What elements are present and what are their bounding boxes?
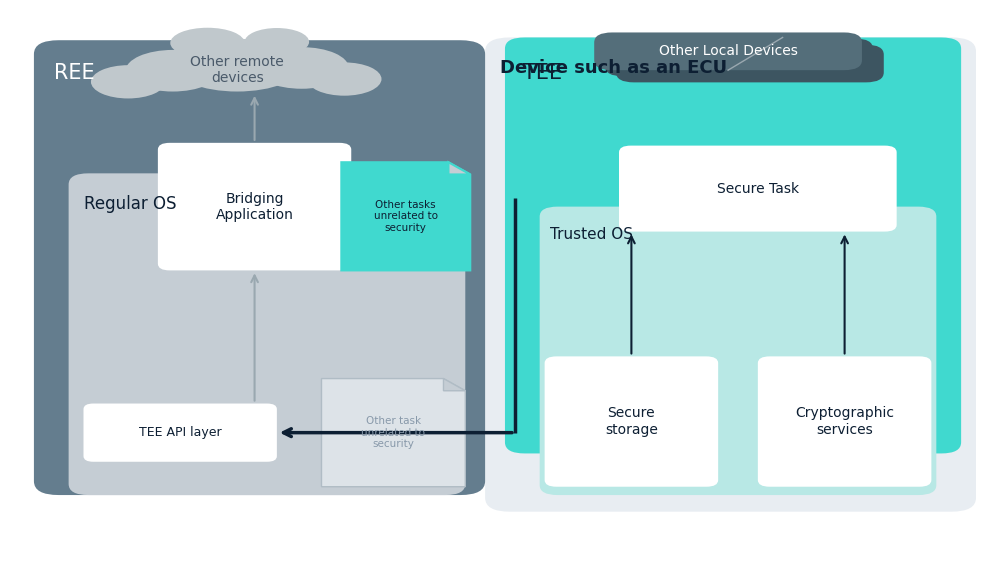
FancyBboxPatch shape bbox=[758, 356, 931, 487]
FancyBboxPatch shape bbox=[594, 33, 862, 70]
Text: Regular OS: Regular OS bbox=[84, 195, 176, 213]
Text: Other Local Devices: Other Local Devices bbox=[659, 44, 798, 59]
FancyBboxPatch shape bbox=[34, 40, 485, 495]
FancyBboxPatch shape bbox=[84, 404, 277, 462]
Polygon shape bbox=[322, 378, 465, 487]
Text: Trusted OS: Trusted OS bbox=[550, 227, 633, 242]
Ellipse shape bbox=[173, 39, 302, 92]
Text: TEE API layer: TEE API layer bbox=[139, 426, 222, 439]
FancyBboxPatch shape bbox=[69, 173, 465, 495]
FancyBboxPatch shape bbox=[158, 143, 351, 270]
Ellipse shape bbox=[91, 65, 165, 99]
Polygon shape bbox=[448, 162, 470, 175]
FancyBboxPatch shape bbox=[619, 146, 897, 231]
Polygon shape bbox=[443, 378, 465, 391]
Text: Other task
unrelated to
security: Other task unrelated to security bbox=[361, 416, 425, 449]
FancyBboxPatch shape bbox=[616, 44, 884, 82]
Polygon shape bbox=[341, 162, 470, 270]
FancyBboxPatch shape bbox=[605, 38, 873, 76]
FancyBboxPatch shape bbox=[540, 207, 936, 495]
Ellipse shape bbox=[255, 47, 349, 89]
Text: Bridging
Application: Bridging Application bbox=[216, 191, 294, 222]
Text: Secure Task: Secure Task bbox=[717, 182, 799, 195]
Ellipse shape bbox=[307, 62, 381, 96]
Text: Other remote
devices: Other remote devices bbox=[190, 55, 284, 84]
Ellipse shape bbox=[126, 50, 220, 92]
Text: Secure
storage: Secure storage bbox=[605, 406, 658, 437]
FancyBboxPatch shape bbox=[505, 38, 961, 453]
FancyBboxPatch shape bbox=[485, 38, 976, 512]
Text: Cryptographic
services: Cryptographic services bbox=[795, 406, 894, 437]
FancyBboxPatch shape bbox=[545, 356, 718, 487]
Text: REE: REE bbox=[54, 64, 94, 83]
Ellipse shape bbox=[170, 28, 245, 58]
Ellipse shape bbox=[245, 28, 309, 56]
Text: Device such as an ECU: Device such as an ECU bbox=[500, 59, 727, 77]
Text: Other tasks
unrelated to
security: Other tasks unrelated to security bbox=[374, 200, 438, 233]
Text: TEE: TEE bbox=[523, 64, 562, 83]
